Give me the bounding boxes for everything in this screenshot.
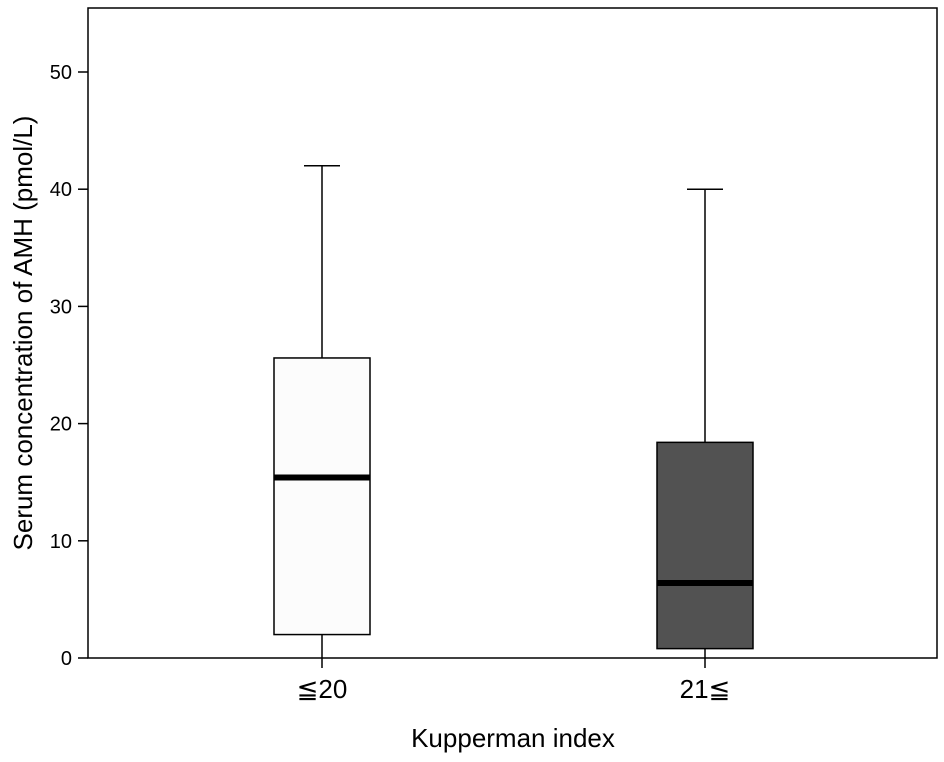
plot-frame [87,7,938,659]
box-group-2 [656,188,754,658]
iqr-box [656,441,754,650]
x-tick-label: 21≦ [680,674,731,704]
y-tick-label: 10 [50,531,72,553]
y-tick-label: 20 [50,414,72,436]
x-axis: ≦20 21≦ [297,658,731,704]
boxes [273,165,754,658]
y-tick-label: 30 [50,296,72,318]
box-group-1 [273,165,371,658]
y-tick-label: 0 [61,648,72,670]
iqr-box [273,357,371,636]
y-tick-label: 50 [50,62,72,84]
y-axis: 0 10 20 30 40 50 [50,62,88,670]
x-tick-label: ≦20 [297,674,348,704]
y-tick-label: 40 [50,179,72,201]
x-axis-title: Kupperman index [411,723,615,753]
y-axis-title: Serum concentration of AMH (pmol/L) [8,116,38,551]
